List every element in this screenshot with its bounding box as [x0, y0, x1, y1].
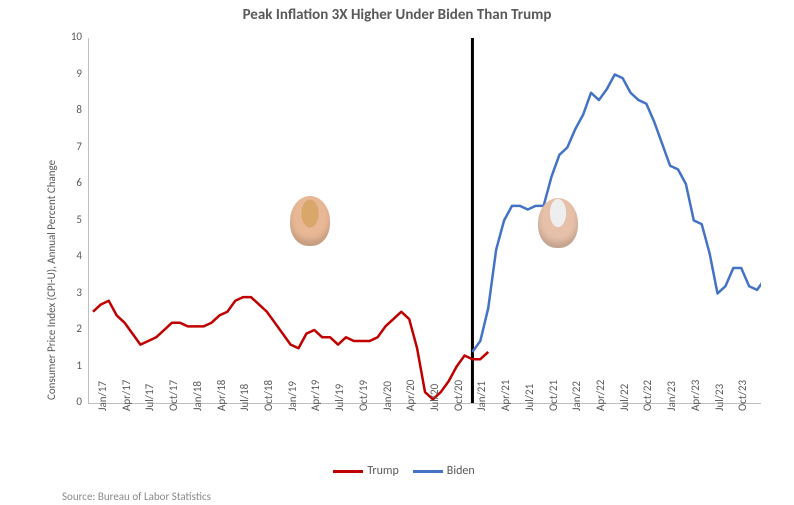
xtick-label: Oct/17 [167, 380, 180, 411]
xtick-label: Jul/20 [428, 384, 441, 411]
xtick-label: Apr/21 [499, 380, 512, 411]
xtick-label: Oct/23 [736, 380, 749, 411]
series-biden [472, 75, 761, 352]
xtick-label: Jan/20 [381, 381, 394, 411]
xtick-label: Oct/22 [641, 380, 654, 411]
xtick-label: Jan/17 [96, 381, 109, 411]
ytick-label: 7 [54, 140, 82, 153]
xtick-label: Apr/19 [309, 380, 322, 411]
ytick-label: 9 [54, 67, 82, 80]
ytick-label: 8 [54, 103, 82, 116]
xtick-label: Apr/20 [404, 380, 417, 411]
chart-title: Peak Inflation 3X Higher Under Biden Tha… [0, 6, 794, 24]
legend: Trump Biden [0, 464, 794, 478]
xtick-label: Jan/23 [665, 381, 678, 411]
chart-svg [89, 38, 761, 403]
xtick-label: Jul/18 [238, 384, 251, 411]
ytick-label: 3 [54, 286, 82, 299]
ytick-label: 0 [54, 395, 82, 408]
xtick-label: Apr/23 [689, 380, 702, 411]
xtick-label: Jan/21 [475, 381, 488, 411]
xtick-label: Jan/19 [286, 381, 299, 411]
xtick-label: Jan/22 [570, 381, 583, 411]
xtick-label: Jul/22 [618, 384, 631, 411]
xtick-label: Jul/23 [713, 384, 726, 411]
legend-label: Trump [367, 464, 398, 478]
legend-swatch [413, 470, 443, 473]
trump-face-icon [290, 196, 330, 246]
xtick-label: Oct/21 [547, 380, 560, 411]
xtick-label: Jan/18 [191, 381, 204, 411]
ytick-label: 4 [54, 249, 82, 262]
xtick-label: Oct/18 [262, 380, 275, 411]
ytick-label: 1 [54, 359, 82, 372]
xtick-label: Oct/20 [452, 380, 465, 411]
ytick-label: 10 [54, 30, 82, 43]
xtick-label: Apr/22 [594, 380, 607, 411]
xtick-label: Jul/19 [333, 384, 346, 411]
xtick-label: Jul/21 [523, 384, 536, 411]
plot-area [88, 38, 761, 404]
xtick-label: Jul/17 [143, 384, 156, 411]
xtick-label: Apr/18 [215, 380, 228, 411]
chart-container: Peak Inflation 3X Higher Under Biden Tha… [0, 0, 794, 505]
ytick-label: 6 [54, 176, 82, 189]
ytick-label: 5 [54, 213, 82, 226]
legend-label: Biden [447, 464, 475, 478]
legend-swatch [333, 470, 363, 473]
source-text: Source: Bureau of Labor Statistics [62, 490, 211, 503]
xtick-label: Apr/17 [120, 380, 133, 411]
xtick-label: Oct/19 [357, 380, 370, 411]
ytick-label: 2 [54, 322, 82, 335]
biden-face-icon [538, 198, 578, 248]
